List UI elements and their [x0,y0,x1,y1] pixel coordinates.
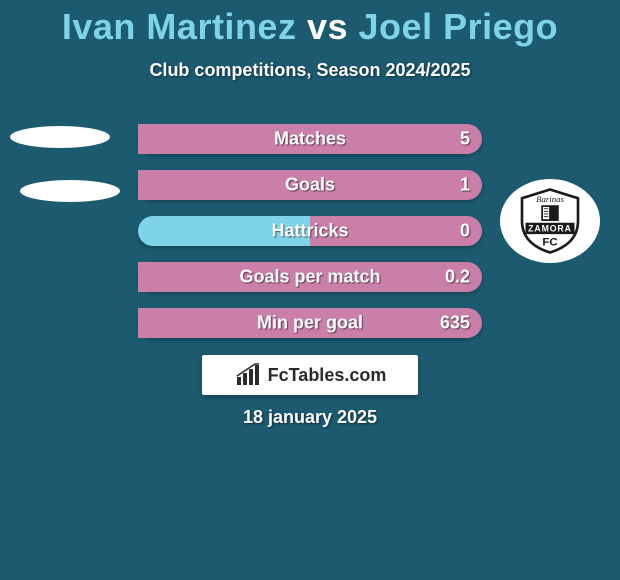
bar-value-right: 5 [460,129,470,150]
stat-bar: Goals 1 [138,170,482,200]
bar-value-right: 1 [460,175,470,196]
bar-value-right: 0.2 [445,267,470,288]
watermark: FcTables.com [202,355,418,395]
club-badge-svg: Barinas ZAMORA FC [515,186,585,256]
bar-label: Goals [285,175,335,196]
bar-label: Goals per match [239,267,380,288]
badge-name: ZAMORA [528,224,572,234]
comparison-bars: Matches 5 Goals 1 Hattricks 0 Goals per match 0… [138,124,482,354]
badge-top-text: Barinas [536,194,564,204]
player1-name: Ivan Martinez [62,6,297,47]
bar-label: Hattricks [271,221,348,242]
comparison-title: Ivan Martinez vs Joel Priego [0,0,620,48]
watermark-text: FcTables.com [268,365,387,386]
player1-placeholder-2 [20,180,120,202]
title-vs: vs [307,6,348,47]
stat-bar: Hattricks 0 [138,216,482,246]
stat-bar: Goals per match 0.2 [138,262,482,292]
bar-value-right: 0 [460,221,470,242]
stat-bar: Matches 5 [138,124,482,154]
subtitle: Club competitions, Season 2024/2025 [0,60,620,81]
bar-label: Matches [274,129,346,150]
bar-value-right: 635 [440,313,470,334]
player1-placeholder-1 [10,126,110,148]
badge-fc: FC [542,237,557,249]
bar-label: Min per goal [257,313,363,334]
club-badge: Barinas ZAMORA FC [500,179,600,263]
chart-icon [234,363,262,387]
player2-name: Joel Priego [359,6,559,47]
stat-bar: Min per goal 635 [138,308,482,338]
snapshot-date: 18 january 2025 [243,407,377,428]
